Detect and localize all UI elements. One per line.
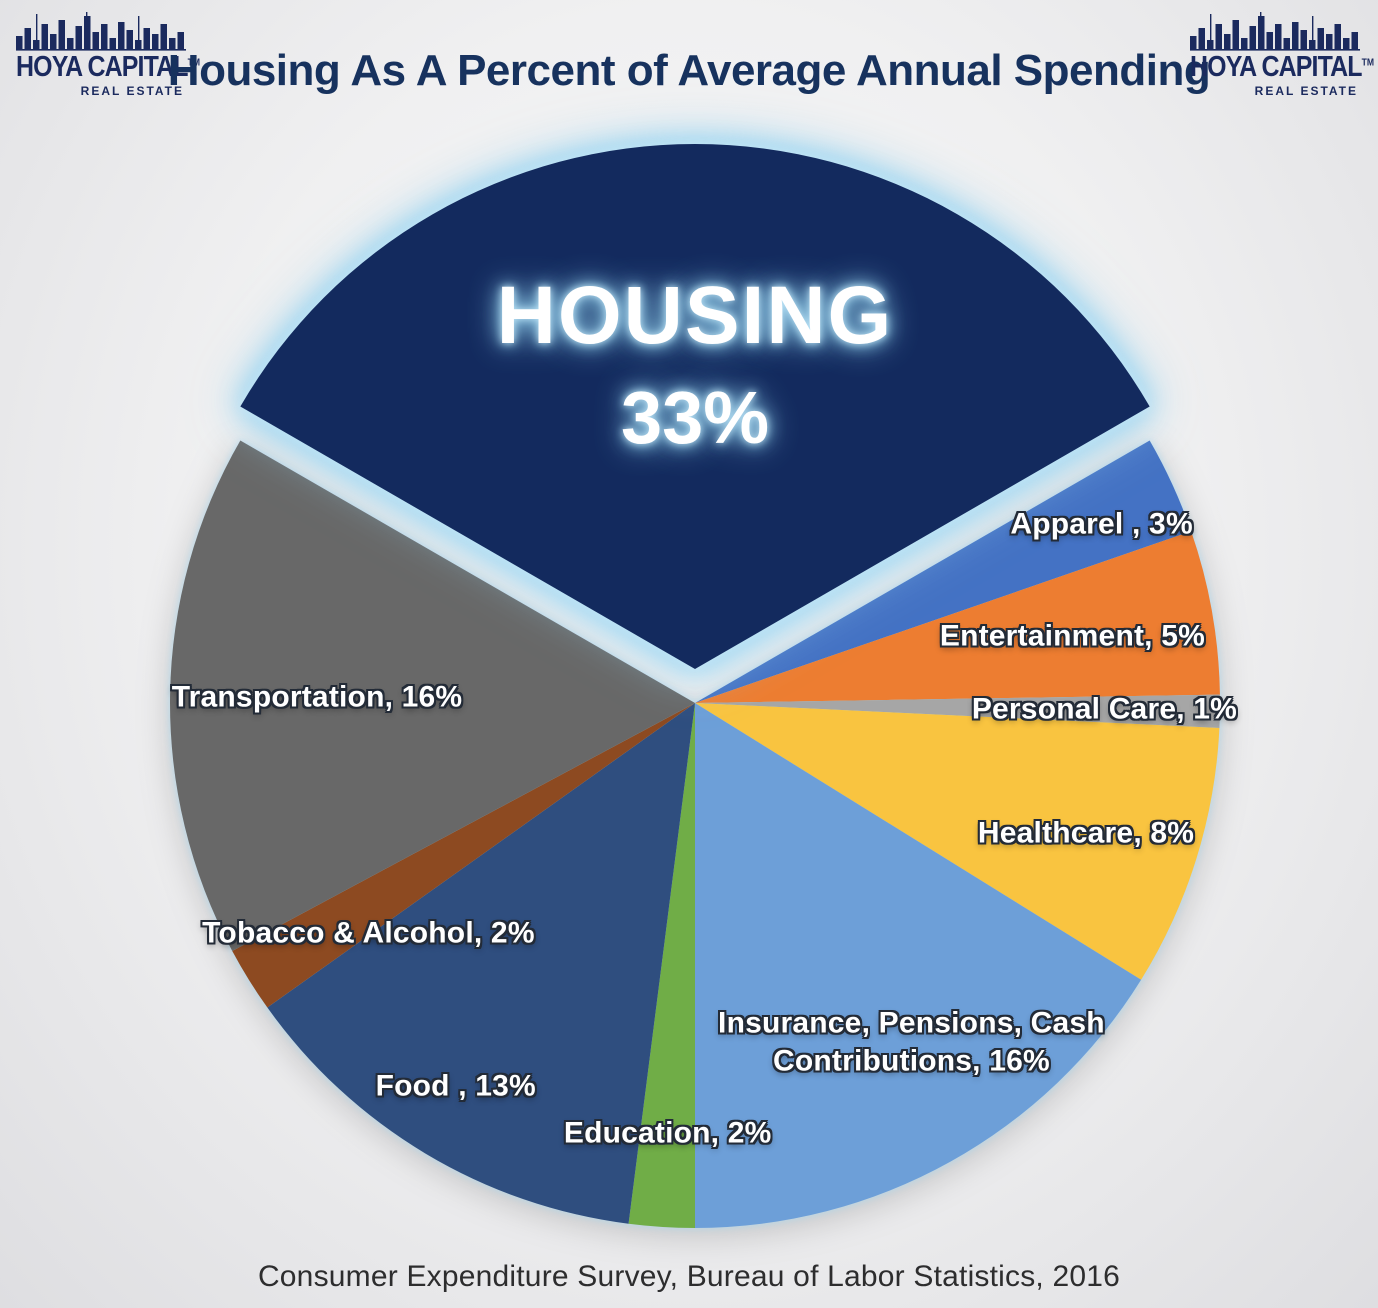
pie-slice-housing: [240, 144, 1150, 669]
pie-slice-entertainment: [695, 531, 1220, 703]
pie-slice-healthcare: [695, 703, 1220, 980]
chart-title: Housing As A Percent of Average Annual S…: [167, 46, 1211, 95]
skyline-icon: [1190, 12, 1360, 51]
source-note: Consumer Expenditure Survey, Bureau of L…: [257, 1260, 1121, 1293]
logo-trademark: TM: [1361, 57, 1375, 69]
hoya-capital-logo: HOYA CAPITALTM REAL ESTATE: [16, 12, 200, 98]
skyline-icon: [16, 12, 186, 51]
pie-slice-tobacco-alcohol: [232, 703, 696, 1008]
logo-subtitle: REAL ESTATE: [80, 84, 184, 98]
pie-slice-personal-care: [695, 694, 1220, 728]
logo-subtitle: REAL ESTATE: [1254, 84, 1358, 98]
pie-slice-transportation: [170, 440, 696, 951]
pie-slice-apparel: [695, 440, 1192, 703]
hoya-capital-logo: HOYA CAPITALTM REAL ESTATE: [1190, 12, 1374, 98]
logo-trademark: TM: [187, 57, 201, 69]
pie-slice-insurance-pensions-cash-contributions: [695, 703, 1142, 1228]
logo-name-text: HOYA CAPITAL: [1190, 51, 1363, 83]
logo-name-text: HOYA CAPITAL: [16, 51, 189, 83]
logo-name: HOYA CAPITALTM: [16, 53, 200, 82]
pie-slice-food: [267, 703, 695, 1224]
pie-slice-education: [628, 703, 695, 1228]
logo-name: HOYA CAPITALTM: [1190, 53, 1374, 82]
